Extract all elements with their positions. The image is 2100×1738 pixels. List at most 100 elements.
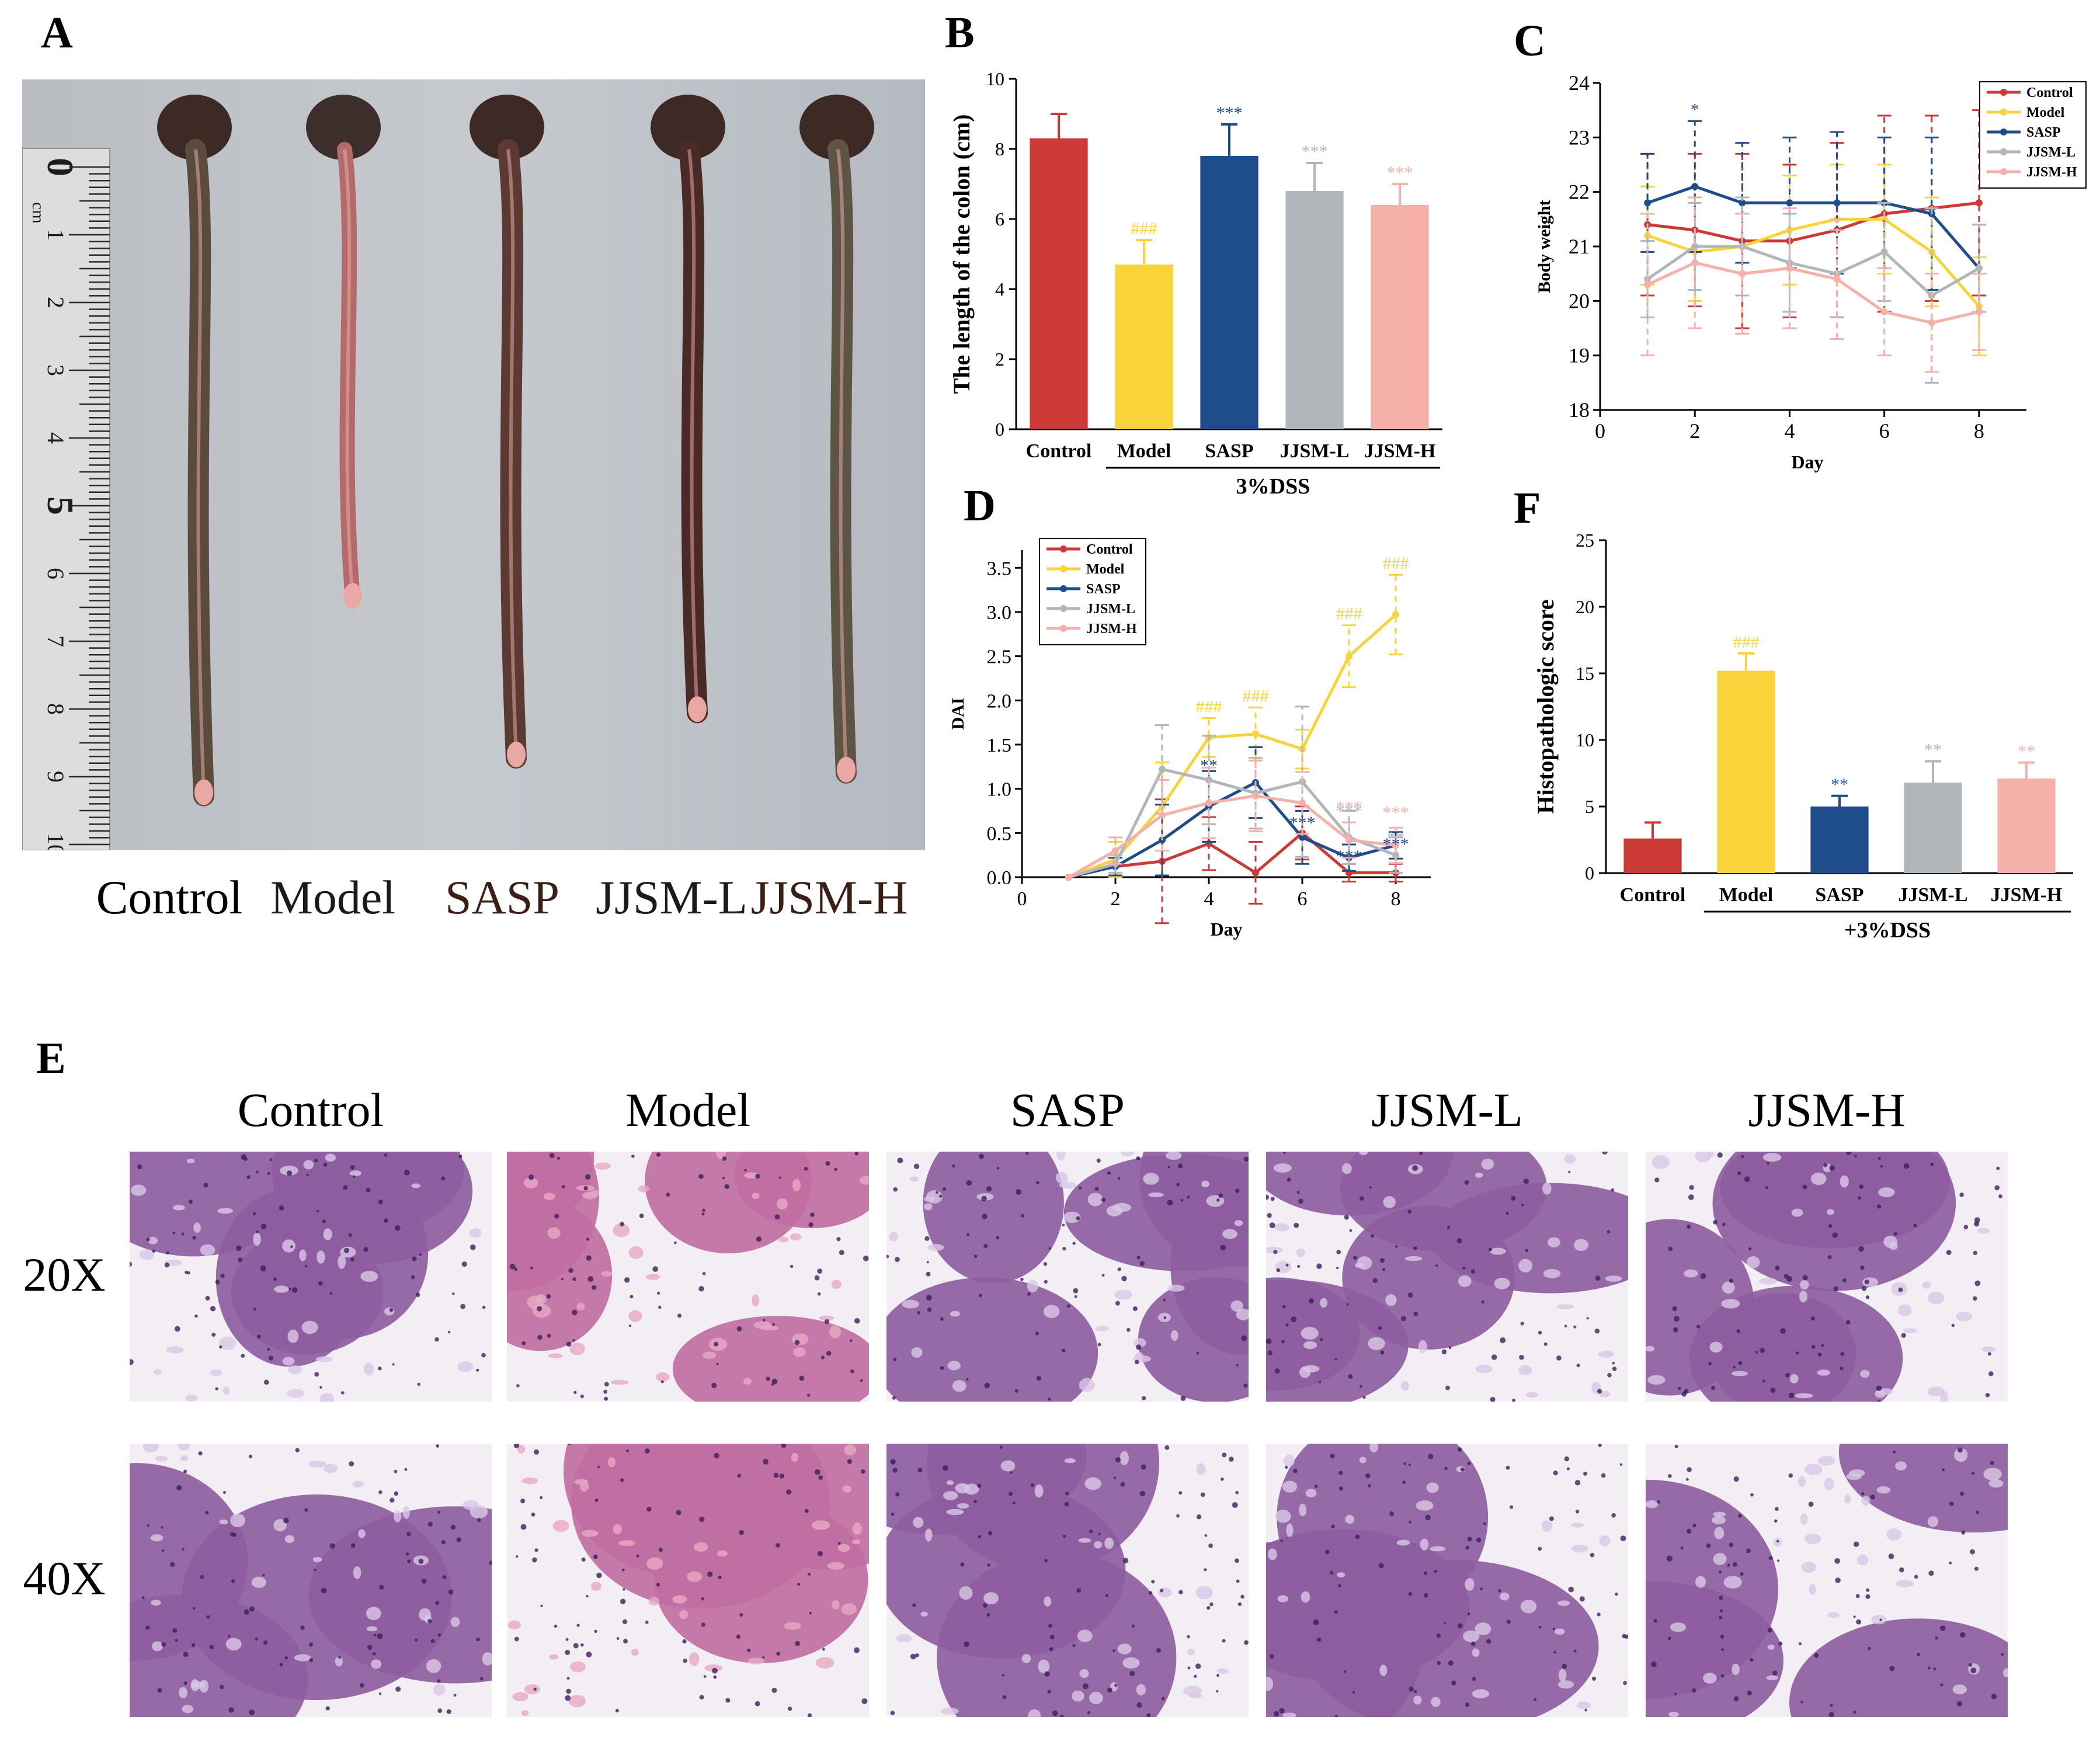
goblet-cell xyxy=(645,1274,660,1280)
goblet-cell xyxy=(1646,1500,1659,1508)
nucleus xyxy=(1380,1350,1385,1355)
nucleus xyxy=(161,1549,165,1552)
nucleus xyxy=(256,1230,259,1233)
goblet-cell xyxy=(1543,1268,1561,1278)
nucleus xyxy=(1946,1250,1952,1256)
nucleus xyxy=(1893,1450,1896,1454)
nucleus xyxy=(1049,1647,1054,1652)
nucleus xyxy=(1823,1163,1828,1167)
nucleus xyxy=(977,1483,982,1488)
nucleus xyxy=(1021,1214,1025,1218)
nucleus xyxy=(1521,1204,1524,1207)
nucleus xyxy=(1553,1651,1556,1654)
nucleus xyxy=(300,1625,305,1631)
nucleus xyxy=(986,1613,990,1617)
legend: Control Model SASP JJSM-L JJSM-H xyxy=(1039,538,1146,645)
nucleus xyxy=(1216,1690,1219,1693)
nucleus xyxy=(891,1513,895,1516)
goblet-cell xyxy=(1135,1352,1143,1360)
goblet-cell xyxy=(1713,1553,1727,1565)
nucleus xyxy=(1654,1177,1660,1183)
nucleus xyxy=(1612,1361,1615,1365)
x-tick-label: 4 xyxy=(1784,419,1795,443)
nucleus xyxy=(1668,1246,1673,1252)
histology-image-model-40x xyxy=(507,1444,869,1717)
nucleus xyxy=(886,1254,889,1259)
nucleus xyxy=(1832,1232,1838,1238)
goblet-cell xyxy=(1791,1208,1803,1217)
nucleus xyxy=(1204,1568,1207,1572)
nucleus xyxy=(568,1268,573,1273)
nucleus xyxy=(329,1543,335,1549)
nucleus xyxy=(304,1508,308,1512)
nucleus xyxy=(1025,1152,1029,1155)
goblet-cell xyxy=(287,1389,305,1398)
significance-label: *** xyxy=(1336,801,1362,821)
nucleus xyxy=(973,1500,977,1503)
goblet-cell xyxy=(594,1162,611,1170)
nucleus xyxy=(1073,1288,1079,1294)
goblet-cell xyxy=(837,1544,850,1552)
goblet-cell xyxy=(324,1464,338,1473)
nucleus xyxy=(1940,1683,1943,1687)
nucleus xyxy=(683,1659,687,1663)
nucleus xyxy=(1767,1628,1773,1633)
nucleus xyxy=(1096,1158,1101,1163)
nucleus xyxy=(1465,1702,1470,1707)
nucleus xyxy=(1858,1196,1861,1200)
nucleus xyxy=(756,1236,762,1242)
series-line xyxy=(1647,261,1980,325)
nucleus xyxy=(1444,1466,1448,1471)
nucleus xyxy=(1963,1225,1969,1229)
goblet-cell xyxy=(166,1346,184,1354)
nucleus xyxy=(1120,1482,1125,1487)
nucleus xyxy=(1917,1653,1921,1657)
nucleus xyxy=(1888,1553,1894,1559)
significance-label: ** xyxy=(2018,742,2035,761)
nucleus xyxy=(624,1277,630,1283)
nucleus xyxy=(1777,1559,1780,1562)
nucleus xyxy=(219,1684,224,1690)
data-point xyxy=(1392,851,1399,859)
goblet-cell xyxy=(394,1510,402,1523)
nucleus xyxy=(476,1637,480,1642)
nucleus xyxy=(516,1384,520,1388)
nucleus xyxy=(1187,1635,1190,1639)
nucleus xyxy=(711,1382,717,1388)
x-tick-label: Model xyxy=(1719,884,1774,906)
nucleus xyxy=(1879,1618,1882,1621)
goblet-cell xyxy=(1222,1229,1238,1239)
nucleus xyxy=(309,1658,314,1663)
nucleus xyxy=(1961,1530,1966,1535)
goblet-cell xyxy=(1518,1259,1533,1273)
goblet-cell xyxy=(319,1393,335,1402)
nucleus xyxy=(238,1257,243,1263)
nucleus xyxy=(996,1167,1000,1170)
nucleus xyxy=(1178,1163,1183,1169)
goblet-cell xyxy=(1385,1294,1397,1306)
goblet-cell xyxy=(230,1513,245,1528)
goblet-cell xyxy=(154,1369,162,1375)
nucleus xyxy=(702,1208,705,1212)
nucleus xyxy=(183,1652,189,1657)
significance-label: ** xyxy=(1387,828,1404,847)
nucleus xyxy=(1564,1456,1570,1462)
goblet-cell xyxy=(1824,1478,1834,1491)
nucleus xyxy=(412,1256,417,1261)
bar-model xyxy=(1115,265,1173,429)
nucleus xyxy=(554,1624,558,1628)
goblet-cell xyxy=(1525,1392,1539,1398)
nucleus xyxy=(1853,1711,1856,1714)
nucleus xyxy=(325,1706,330,1711)
legend-marker xyxy=(2000,168,2007,175)
goblet-cell xyxy=(1171,1330,1178,1341)
nucleus xyxy=(1136,1256,1141,1260)
x-axis-label: Day xyxy=(1791,451,1823,472)
nucleus xyxy=(1160,1588,1164,1593)
nucleus xyxy=(1506,1465,1510,1470)
nucleus xyxy=(1942,1468,1945,1472)
nucleus xyxy=(736,1634,740,1639)
goblet-cell xyxy=(2002,1668,2008,1678)
bar-sasp xyxy=(1200,156,1258,429)
